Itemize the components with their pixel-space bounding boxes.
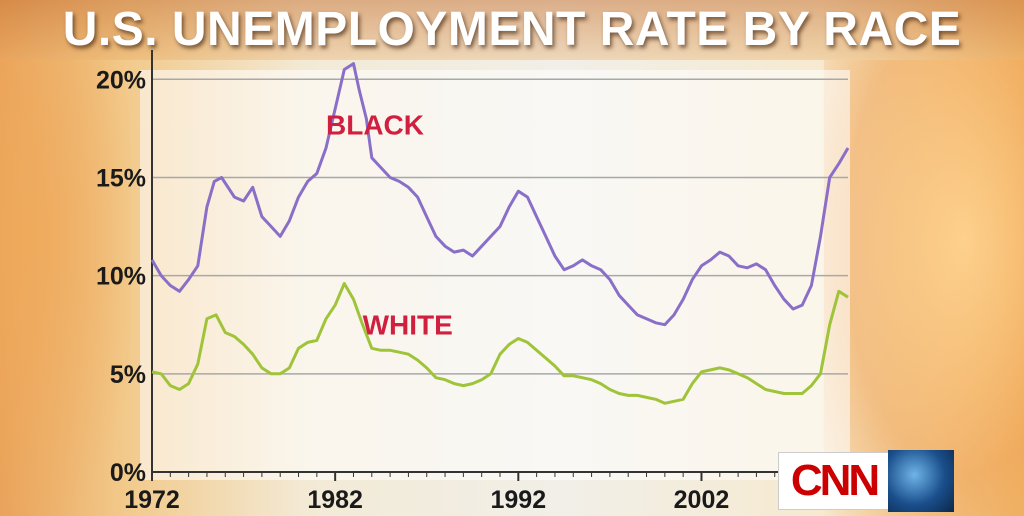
background-glow-right: [824, 60, 1024, 516]
x-tick-label: 1972: [124, 486, 180, 514]
y-tick-label: 15%: [96, 164, 146, 192]
cnn-logo-text: CNN: [790, 456, 880, 505]
y-tick-label: 5%: [110, 361, 146, 389]
y-tick-label: 10%: [96, 263, 146, 291]
series-line-black: [150, 62, 850, 327]
background-glow-left: [0, 60, 130, 516]
x-tick-label: 1992: [491, 486, 547, 514]
series-label-white: WHITE: [363, 310, 453, 341]
chart-title: U.S. UNEMPLOYMENT RATE BY RACE: [62, 3, 962, 56]
globe-icon: [888, 450, 954, 512]
x-tick-label: 2002: [674, 486, 730, 514]
y-tick-label: 20%: [96, 66, 146, 94]
title-bar: [0, 0, 1024, 60]
series-line-white: [151, 282, 849, 405]
cnn-logo: CNN: [778, 452, 890, 510]
x-tick-label: 1982: [307, 486, 363, 514]
series-label-black: BLACK: [326, 109, 424, 140]
y-tick-label: 0%: [110, 459, 146, 487]
